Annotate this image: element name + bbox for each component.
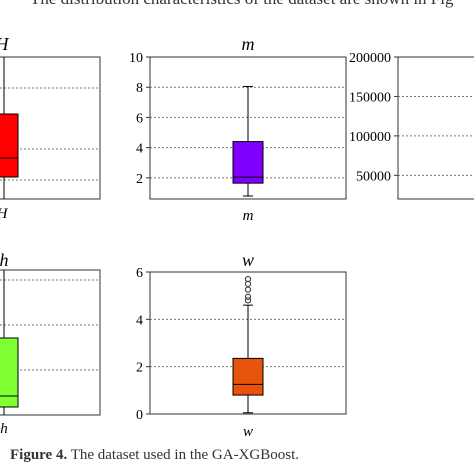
panel-title: H xyxy=(0,34,10,54)
y-tick-label: 150000 xyxy=(349,90,391,105)
y-tick-label: 10 xyxy=(129,51,143,66)
outlier-point xyxy=(244,276,252,283)
box xyxy=(0,113,19,178)
box xyxy=(0,337,19,408)
figure-caption: Figure 4. The dataset used in the GA-XGB… xyxy=(10,447,299,464)
y-tick-label: 2 xyxy=(136,361,143,376)
x-label: w xyxy=(243,424,253,440)
box xyxy=(232,357,264,396)
panel-H: H H xyxy=(0,34,101,222)
y-tick-label: 100000 xyxy=(349,130,391,145)
y-tick-label: 8 xyxy=(136,81,143,96)
outlier-point xyxy=(244,297,252,304)
caption-text: The dataset used in the GA-XGBoost. xyxy=(67,447,299,463)
panel-3: 50000 100000 150000 200000 xyxy=(349,51,474,200)
outlier-point xyxy=(244,293,252,300)
y-tick-label: 50000 xyxy=(356,169,391,184)
caption-label: Figure 4. xyxy=(10,447,68,463)
y-tick-label: 200000 xyxy=(349,51,391,66)
y-tick-label: 2 xyxy=(136,172,143,187)
y-tick-label: 4 xyxy=(136,142,143,157)
y-tick-label: 6 xyxy=(136,266,143,281)
outlier-point xyxy=(244,286,252,293)
panel-h: h h xyxy=(0,250,101,437)
panel-title: m xyxy=(242,34,255,54)
panel-title: w xyxy=(242,250,254,270)
panel-m: 2 4 6 8 10 m m xyxy=(129,34,347,224)
panel-w: 0 2 4 6 w w xyxy=(136,250,347,440)
y-tick-label: 4 xyxy=(136,313,143,328)
x-label: m xyxy=(243,208,254,224)
box xyxy=(232,141,264,184)
x-label: H xyxy=(0,206,9,222)
x-label: h xyxy=(0,421,8,437)
intro-text: The distribution characteristics of the … xyxy=(30,0,453,9)
panel-title: h xyxy=(0,250,9,270)
y-tick-label: 0 xyxy=(136,408,143,423)
y-tick-label: 6 xyxy=(136,111,143,126)
